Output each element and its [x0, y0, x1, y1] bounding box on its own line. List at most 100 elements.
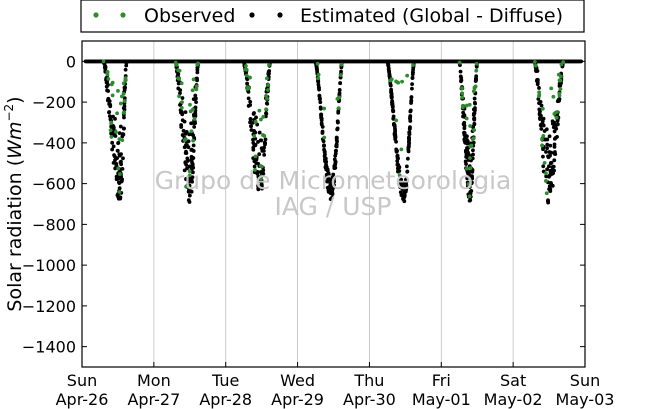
estimated-point: [246, 96, 251, 101]
observed-point: [541, 133, 546, 138]
estimated-point: [550, 183, 555, 188]
estimated-point: [473, 106, 477, 110]
estimated-point: [539, 103, 544, 108]
estimated-point: [331, 172, 336, 177]
estimated-point: [545, 142, 550, 147]
observed-point: [265, 76, 269, 81]
observed-point: [549, 86, 554, 91]
estimated-point: [185, 156, 190, 161]
legend-marker-observed-1: [93, 12, 99, 18]
estimated-point: [118, 124, 123, 129]
estimated-point: [555, 118, 560, 123]
estimated-point: [404, 164, 409, 169]
estimated-point: [242, 59, 246, 64]
estimated-point: [256, 186, 261, 191]
y-axis-label-unit: Wm: [4, 122, 26, 159]
observed-point: [336, 106, 341, 111]
estimated-point: [183, 151, 188, 155]
observed-point: [261, 133, 265, 137]
estimated-point: [471, 125, 475, 129]
observed-point: [117, 190, 122, 194]
estimated-point: [408, 109, 413, 114]
estimated-point: [408, 115, 413, 119]
estimated-point: [180, 118, 185, 123]
x-tick-day-label: Sat: [500, 371, 526, 390]
estimated-point: [329, 177, 334, 182]
estimated-point: [536, 97, 541, 101]
estimated-point: [386, 61, 390, 66]
estimated-point: [397, 169, 402, 173]
estimated-point: [463, 159, 468, 164]
legend-marker-estimated-1: [249, 12, 255, 18]
observed-point: [399, 147, 404, 152]
grid: [153, 41, 514, 367]
observed-point: [556, 72, 561, 77]
legend-frame: [80, 0, 585, 33]
estimated-point: [537, 86, 541, 90]
y-axis-label: Solar radiation (Wm−2): [2, 96, 26, 311]
estimated-point: [263, 141, 268, 145]
estimated-point: [180, 96, 185, 100]
observed-point: [177, 68, 182, 73]
estimated-point: [191, 143, 196, 148]
estimated-point: [107, 102, 112, 106]
x-tick-date-label: Apr-30: [343, 390, 396, 409]
estimated-point: [335, 139, 339, 144]
estimated-point: [398, 181, 403, 186]
estimated-point: [392, 123, 397, 127]
estimated-point: [534, 68, 539, 73]
observed-point: [177, 94, 182, 99]
observed-point: [191, 77, 196, 82]
estimated-point: [179, 125, 184, 129]
observed-point: [468, 156, 472, 160]
estimated-point: [262, 153, 267, 157]
observed-point: [467, 102, 472, 107]
observed-point: [405, 73, 410, 78]
estimated-point: [545, 167, 550, 172]
estimated-point: [118, 195, 123, 200]
observed-point: [106, 76, 111, 81]
estimated-point: [122, 104, 127, 109]
observed-point: [110, 80, 115, 85]
estimated-point: [407, 126, 412, 131]
observed-point: [337, 95, 342, 100]
estimated-point: [106, 82, 110, 87]
estimated-point: [121, 126, 126, 131]
y-axis-label-prefix: Solar radiation (: [4, 159, 26, 312]
estimated-point: [393, 135, 397, 140]
estimated-point: [115, 148, 120, 153]
estimated-point: [317, 93, 322, 98]
estimated-point: [190, 164, 195, 169]
observed-point: [109, 134, 114, 139]
estimated-point: [332, 166, 337, 171]
estimated-point: [393, 129, 398, 134]
estimated-point: [266, 72, 271, 77]
estimated-point: [189, 189, 194, 194]
estimated-point: [337, 88, 342, 92]
estimated-point: [544, 150, 548, 154]
estimated-point: [189, 179, 194, 184]
observed-point: [474, 61, 479, 66]
estimated-point: [405, 169, 410, 174]
x-tick-day-label: Sun: [570, 371, 600, 390]
y-tick-label: −800: [32, 215, 76, 234]
observed-point: [253, 154, 258, 159]
estimated-point: [252, 164, 257, 169]
observed-point: [196, 61, 200, 66]
estimated-point: [122, 115, 126, 120]
estimated-point: [404, 184, 409, 189]
y-tick-label: −1000: [22, 256, 76, 275]
estimated-point: [472, 96, 477, 101]
observed-point: [339, 62, 344, 67]
estimated-point: [458, 69, 463, 74]
estimated-point: [338, 81, 343, 85]
observed-point: [411, 63, 415, 68]
observed-point: [544, 171, 548, 176]
observed-point: [259, 117, 263, 122]
estimated-point: [545, 199, 550, 203]
observed-point: [468, 144, 473, 149]
estimated-point: [186, 189, 191, 194]
observed-point: [101, 59, 106, 64]
estimated-point: [406, 145, 411, 150]
estimated-point: [254, 161, 259, 165]
